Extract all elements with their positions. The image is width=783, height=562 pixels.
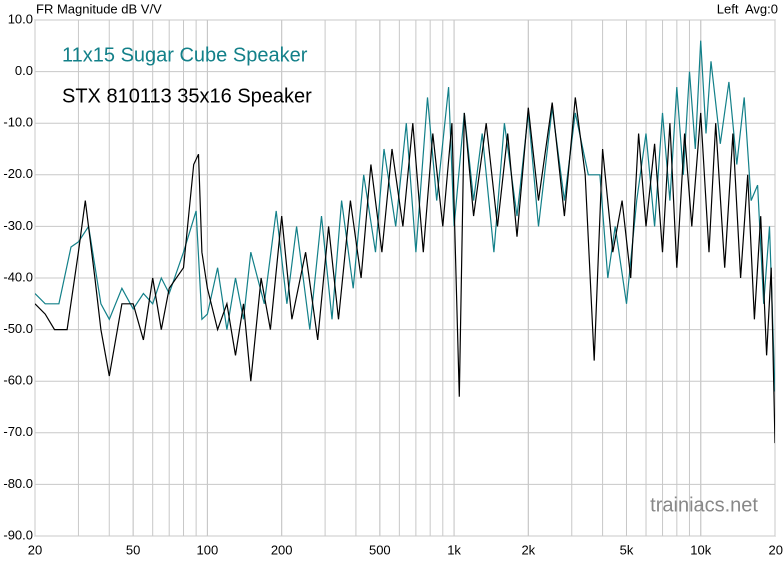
- watermark: trainiacs.net: [650, 494, 758, 516]
- channel-note: Left Avg:0: [717, 1, 778, 16]
- y-tick-label: -10.0: [3, 115, 33, 130]
- x-tick-label: 20: [769, 542, 783, 557]
- series-line: [35, 40, 775, 392]
- x-tick-label: 2k: [521, 542, 535, 557]
- x-tick-label: 500: [369, 542, 391, 557]
- y-tick-label: -90.0: [3, 527, 33, 542]
- chart-title: FR Magnitude dB V/V: [36, 1, 162, 16]
- x-tick-label: 20: [28, 542, 42, 557]
- x-tick-label: 100: [197, 542, 219, 557]
- y-tick-label: -60.0: [3, 373, 33, 388]
- y-tick-label: 10.0: [8, 11, 33, 26]
- x-tick-label: 50: [126, 542, 140, 557]
- y-tick-label: -50.0: [3, 321, 33, 336]
- x-tick-label: 10k: [690, 542, 711, 557]
- y-tick-label: 0.0: [15, 63, 33, 78]
- legend-label: 11x15 Sugar Cube Speaker: [62, 44, 308, 66]
- y-tick-label: -70.0: [3, 424, 33, 439]
- y-tick-label: -30.0: [3, 218, 33, 233]
- y-tick-label: -40.0: [3, 269, 33, 284]
- y-tick-label: -20.0: [3, 166, 33, 181]
- x-tick-label: 1k: [447, 542, 461, 557]
- x-tick-label: 200: [271, 542, 293, 557]
- x-tick-label: 5k: [620, 542, 634, 557]
- legend-label: STX 810113 35x16 Speaker: [62, 85, 312, 107]
- series-line: [35, 97, 775, 444]
- y-tick-label: -80.0: [3, 476, 33, 491]
